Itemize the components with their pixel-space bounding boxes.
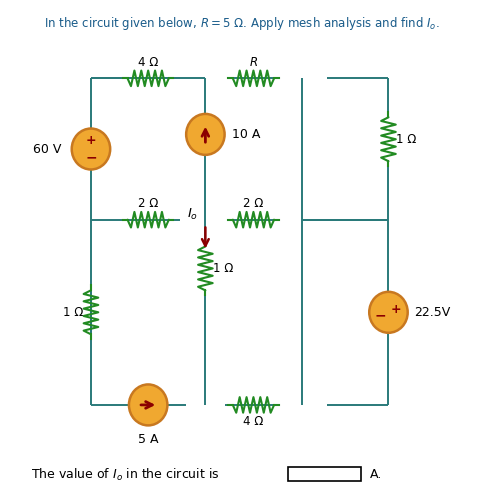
Text: 4 Ω: 4 Ω <box>243 415 264 427</box>
Circle shape <box>186 114 225 155</box>
Text: +: + <box>86 134 96 147</box>
Circle shape <box>72 129 110 170</box>
Text: 1 Ω: 1 Ω <box>63 306 84 319</box>
Text: $I_o$: $I_o$ <box>187 207 198 222</box>
Text: In the circuit given below, $R$ = 5 Ω. Apply mesh analysis and find $I_o$.: In the circuit given below, $R$ = 5 Ω. A… <box>44 15 440 32</box>
Text: The value of $I_o$ in the circuit is: The value of $I_o$ in the circuit is <box>31 466 220 483</box>
Text: 5 A: 5 A <box>138 433 158 446</box>
Text: 1 Ω: 1 Ω <box>396 133 416 146</box>
Circle shape <box>369 292 408 333</box>
Text: A.: A. <box>370 468 382 481</box>
Text: 2 Ω: 2 Ω <box>138 197 158 210</box>
Text: 4 Ω: 4 Ω <box>138 56 158 69</box>
FancyBboxPatch shape <box>288 467 361 482</box>
Text: 10 A: 10 A <box>232 128 260 141</box>
Text: −: − <box>85 150 97 164</box>
Text: −: − <box>375 309 387 322</box>
Text: 22.5V: 22.5V <box>414 306 450 319</box>
Text: 60 V: 60 V <box>33 142 61 155</box>
Text: 2 Ω: 2 Ω <box>243 197 264 210</box>
Text: R: R <box>249 56 257 69</box>
Text: 1 Ω: 1 Ω <box>212 262 233 275</box>
Circle shape <box>129 385 167 425</box>
Text: +: + <box>391 303 401 316</box>
